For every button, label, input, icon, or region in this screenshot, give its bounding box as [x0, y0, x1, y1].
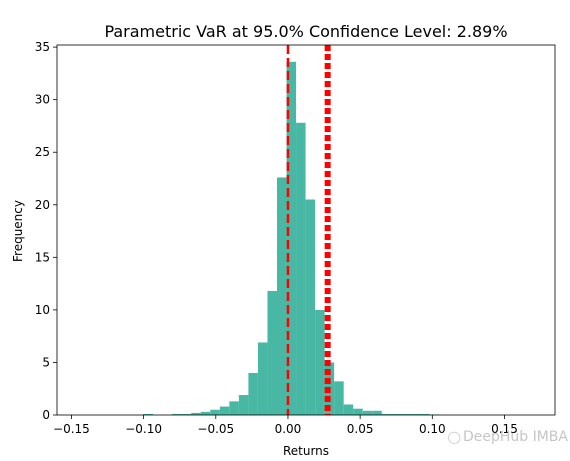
histogram-bar — [210, 409, 220, 415]
histogram-bar — [172, 413, 182, 415]
watermark: ◯ DeepHub IMBA — [448, 429, 568, 445]
watermark-text: DeepHub IMBA — [462, 429, 568, 445]
y-tick-label: 35 — [35, 40, 50, 54]
histogram-bar — [219, 406, 230, 415]
histogram-bar — [353, 408, 363, 415]
x-tick-label: 0.10 — [419, 422, 446, 436]
chart-title: Parametric VaR at 95.0% Confidence Level… — [104, 22, 507, 41]
y-tick-label: 15 — [35, 250, 50, 264]
histogram-bar — [143, 413, 153, 415]
chat-bubble-icon: ◯ — [447, 430, 461, 444]
histogram-bar — [343, 404, 354, 415]
x-tick-label: −0.15 — [53, 422, 90, 436]
y-axis-label: Frequency — [11, 200, 25, 262]
histogram-bar — [410, 413, 420, 415]
histogram-bar — [419, 413, 430, 415]
histogram-bar — [238, 395, 249, 415]
histogram-bar — [334, 381, 344, 415]
histogram-bar — [381, 413, 392, 415]
y-tick-label: 20 — [35, 198, 50, 212]
y-tick-label: 0 — [42, 408, 50, 422]
histogram-bar — [305, 199, 316, 415]
histogram-bar — [191, 412, 201, 415]
histogram-bar — [296, 122, 306, 415]
y-tick-label: 10 — [35, 303, 50, 317]
y-axis: 0 5 10 15 20 25 30 35 — [35, 40, 57, 422]
histogram-bar — [276, 177, 287, 415]
histogram-bars — [143, 61, 439, 416]
x-tick-label: 0.05 — [347, 422, 374, 436]
histogram-bar — [372, 410, 382, 415]
histogram-bar — [400, 413, 411, 415]
histogram-bar — [391, 413, 401, 415]
histogram-bar — [248, 372, 258, 415]
reference-lines — [286, 45, 331, 415]
histogram-bar — [315, 309, 325, 415]
y-tick-label: 30 — [35, 93, 50, 107]
x-tick-label: 0.00 — [275, 422, 302, 436]
x-tick-label: 0.15 — [491, 422, 518, 436]
plot-frame — [56, 44, 556, 416]
x-axis: −0.15 −0.10 −0.05 0.00 0.05 0.10 0.15 — [53, 415, 518, 436]
histogram-bar — [362, 410, 373, 415]
histogram-bar — [229, 401, 239, 415]
histogram-bar — [200, 411, 211, 415]
histogram-bar — [286, 61, 297, 416]
x-tick-label: −0.10 — [125, 422, 162, 436]
y-tick-label: 5 — [42, 355, 50, 369]
histogram-bar — [181, 413, 192, 415]
x-axis-label: Returns — [283, 444, 329, 458]
histogram-bar — [267, 290, 277, 415]
histogram-bar — [257, 342, 268, 415]
x-tick-label: −0.05 — [197, 422, 234, 436]
y-tick-label: 25 — [35, 145, 50, 159]
